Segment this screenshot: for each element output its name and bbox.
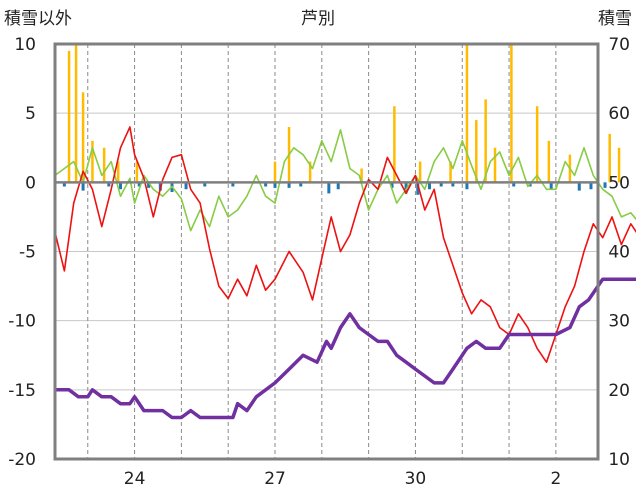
- series-lines: [54, 126, 636, 420]
- left-tick-label: -15: [8, 381, 36, 401]
- left-tick-label: 10: [14, 35, 36, 55]
- left-axis-title: 積雪以外: [4, 9, 72, 29]
- axis-labels: 積雪以外 芦別 積雪 1050-5-10-15-2070605040302010…: [4, 9, 632, 489]
- right-tick-label: 10: [608, 450, 630, 470]
- chart-title: 芦別: [301, 9, 335, 29]
- left-tick-label: -20: [8, 450, 36, 470]
- right-axis-title: 積雪: [598, 9, 632, 29]
- x-tick-label: 30: [405, 469, 427, 489]
- x-tick-label: 2: [550, 469, 561, 489]
- right-tick-label: 40: [608, 243, 630, 263]
- right-tick-label: 70: [608, 35, 630, 55]
- right-tick-label: 30: [608, 312, 630, 332]
- right-tick-label: 20: [608, 381, 630, 401]
- right-tick-label: 50: [608, 173, 630, 193]
- plot-frame: [53, 42, 600, 461]
- plot-border: [53, 42, 600, 461]
- right-tick-label: 60: [608, 104, 630, 124]
- snow-depth-line: [55, 277, 636, 420]
- x-tick-label: 27: [264, 469, 286, 489]
- wind-line: [54, 129, 636, 232]
- left-tick-label: -5: [19, 243, 36, 263]
- temperature-line: [54, 126, 636, 363]
- x-tick-label: 24: [124, 469, 146, 489]
- left-tick-label: 5: [25, 104, 36, 124]
- left-tick-label: 0: [25, 173, 36, 193]
- left-tick-label: -10: [8, 312, 36, 332]
